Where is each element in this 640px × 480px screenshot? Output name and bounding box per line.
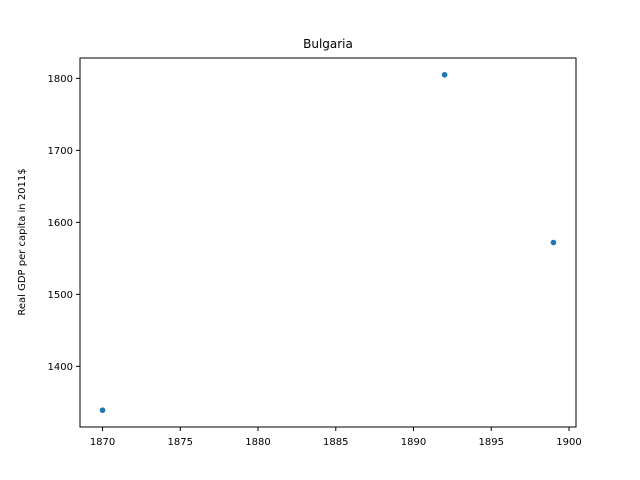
y-axis-label: Real GDP per capita in 2011$ [17, 168, 28, 315]
x-axis-ticks: 1870 1875 1880 1885 1890 1895 1900 [90, 427, 582, 448]
x-tick-label: 1880 [245, 437, 270, 448]
y-tick-label: 1800 [48, 74, 73, 85]
x-tick-label: 1885 [323, 437, 348, 448]
y-tick-label: 1600 [48, 218, 73, 229]
x-tick-label: 1870 [90, 437, 115, 448]
x-tick-label: 1890 [401, 437, 426, 448]
data-point [99, 407, 106, 414]
y-tick-label: 1400 [48, 362, 73, 373]
x-tick-label: 1895 [479, 437, 504, 448]
y-axis-ticks: 1400 1500 1600 1700 1800 [48, 74, 80, 373]
y-tick-label: 1500 [48, 290, 73, 301]
data-points [99, 71, 557, 414]
x-tick-label: 1900 [556, 437, 581, 448]
data-point [441, 71, 448, 78]
y-tick-label: 1700 [48, 146, 73, 157]
data-point [550, 239, 557, 246]
chart-title: Bulgaria [303, 37, 353, 51]
x-tick-label: 1875 [168, 437, 193, 448]
plot-area-frame [79, 57, 577, 428]
